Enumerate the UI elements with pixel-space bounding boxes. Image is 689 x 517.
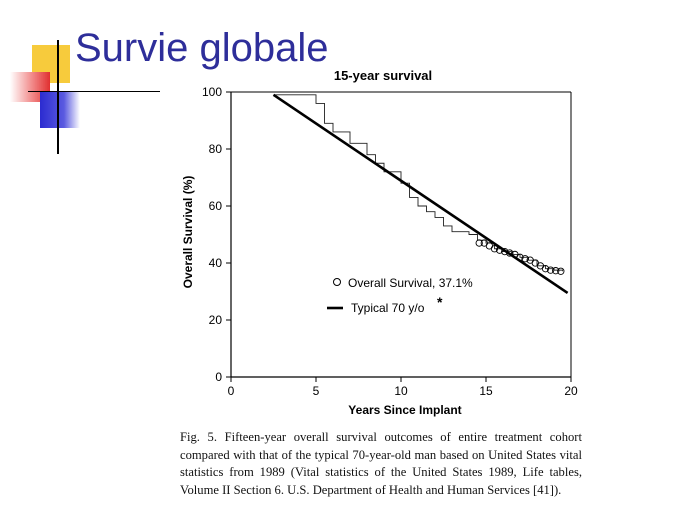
x-tick-label: 15 — [479, 384, 493, 398]
y-tick-label: 80 — [209, 142, 223, 156]
censor-marker — [490, 245, 499, 253]
figure-caption: Fig. 5. Fifteen-year overall survival ou… — [180, 430, 582, 497]
y-tick-label: 20 — [209, 313, 223, 327]
y-tick-label: 60 — [209, 199, 223, 213]
censor-marker — [521, 255, 529, 263]
x-tick-label: 20 — [564, 384, 578, 398]
y-axis-ticks: 0 20 40 60 80 100 — [202, 85, 231, 384]
x-tick-label: 10 — [394, 384, 408, 398]
legend-asterisk: * — [437, 294, 443, 310]
censor-marker — [546, 266, 555, 274]
censor-marker — [541, 265, 550, 273]
legend: Overall Survival, 37.1% Typical 70 y/o * — [327, 276, 473, 315]
censor-marker — [557, 267, 565, 275]
series-layer — [272, 93, 569, 295]
x-axis-label: Years Since Implant — [348, 403, 461, 417]
decor-vertical-line — [57, 40, 59, 154]
chart-title: 15-year survival — [334, 68, 432, 83]
x-axis-ticks: 0 5 10 15 20 — [228, 377, 578, 398]
legend-label-typical: Typical 70 y/o — [351, 301, 425, 315]
slide-title: Survie globale — [75, 26, 329, 70]
x-tick-label: 0 — [228, 384, 235, 398]
censor-marker — [552, 267, 560, 275]
overall-survival-curve — [273, 94, 563, 272]
legend-label-overall: Overall Survival, 37.1% — [348, 276, 473, 290]
censor-marker — [475, 239, 483, 247]
decor-blue-square — [40, 92, 80, 128]
y-tick-label: 0 — [215, 370, 222, 384]
x-tick-label: 5 — [313, 384, 320, 398]
typical-70yo-line — [272, 93, 569, 295]
decor-horizontal-line — [28, 91, 160, 92]
y-tick-label: 40 — [209, 256, 223, 270]
y-axis-label: Overall Survival (%) — [181, 176, 195, 289]
y-tick-label: 100 — [202, 85, 222, 99]
legend-circle-marker — [333, 278, 341, 286]
